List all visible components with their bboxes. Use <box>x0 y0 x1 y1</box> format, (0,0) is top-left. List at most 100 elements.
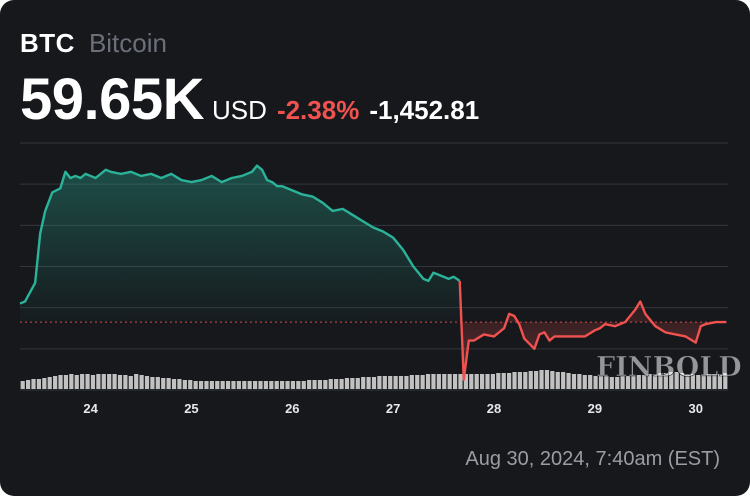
volume-bar <box>620 376 625 389</box>
volume-bar <box>550 371 555 389</box>
volume-bar <box>123 375 128 389</box>
volume-bar <box>344 378 350 389</box>
volume-bar <box>588 375 593 389</box>
volume-bar <box>301 381 306 389</box>
volume-bar <box>155 377 160 389</box>
volume-bar <box>134 374 139 389</box>
volume-bar <box>436 374 441 389</box>
up-area-fill <box>20 165 460 323</box>
watermark-logo: FINBOLD <box>596 352 742 383</box>
volume-bar <box>647 374 652 389</box>
volume-bar <box>544 370 550 389</box>
volume-bar <box>323 380 328 389</box>
volume-bar <box>107 374 112 389</box>
volume-bar <box>452 374 458 389</box>
x-tick-label: 28 <box>487 401 501 416</box>
volume-bar <box>69 374 74 389</box>
volume-bar <box>447 374 452 389</box>
volume-bar <box>144 376 150 389</box>
x-tick-label: 24 <box>83 401 98 416</box>
volume-bar <box>161 378 166 389</box>
volume-bar <box>317 380 323 389</box>
volume-bar <box>690 374 695 389</box>
volume-bar <box>42 378 47 389</box>
volume-bar <box>242 381 247 389</box>
volume-bar <box>561 372 566 389</box>
x-tick-label: 26 <box>285 401 299 416</box>
volume-bar <box>615 377 620 389</box>
volume-bar <box>463 374 468 389</box>
volume-bar <box>566 373 571 389</box>
volume-bar <box>220 381 225 389</box>
volume-bar <box>231 381 236 389</box>
volume-bar <box>398 376 404 389</box>
volume-bar <box>717 374 722 389</box>
volume-bar <box>425 374 431 389</box>
volume-bar <box>225 381 231 389</box>
volume-bar <box>188 380 193 389</box>
volume-bar <box>442 374 447 389</box>
volume-bar <box>420 375 425 389</box>
volume-bar <box>674 372 679 389</box>
volume-bar <box>696 375 701 389</box>
volume-bar <box>328 379 333 389</box>
volume-bar <box>307 380 312 389</box>
currency-label: USD <box>212 95 267 125</box>
volume-bar <box>593 376 598 389</box>
volume-bar <box>490 374 496 389</box>
volume-bar <box>90 375 96 389</box>
volume-bar <box>198 381 204 389</box>
volume-bar <box>523 372 528 389</box>
volume-bar <box>636 375 641 389</box>
volume-bar <box>604 376 609 389</box>
current-price: 59.65K <box>20 67 205 132</box>
volume-bar <box>539 370 544 389</box>
volume-bar <box>290 381 296 389</box>
volume-bar <box>507 373 512 389</box>
volume-bar <box>361 377 366 389</box>
volume-bar <box>150 377 155 389</box>
volume-bar <box>85 374 90 389</box>
volume-bar <box>479 374 485 389</box>
x-tick-label: 27 <box>386 401 400 416</box>
price-row: 59.65K USD -2.38% -1,452.81 <box>20 66 479 133</box>
volume-bar <box>517 372 523 389</box>
volume-bar <box>409 375 414 389</box>
volume-bar <box>112 374 117 389</box>
volume-bar <box>501 373 506 389</box>
volume-bar <box>312 380 317 389</box>
volume-bar <box>339 379 344 389</box>
volume-bar <box>215 381 220 389</box>
volume-bar <box>609 377 614 389</box>
volume-bar <box>723 373 728 389</box>
volume-bar <box>458 374 463 389</box>
volume-bar <box>371 377 377 389</box>
volume-bar <box>701 375 706 389</box>
price-line-up <box>19 164 461 305</box>
volume-bar <box>252 381 258 389</box>
volume-bar <box>128 376 133 389</box>
volume-bar <box>334 379 339 389</box>
volume-bar <box>171 379 177 389</box>
volume-bar <box>474 374 479 389</box>
volume-bar <box>658 373 663 389</box>
volume-bar <box>247 381 252 389</box>
volume-bar <box>642 375 647 389</box>
volume-bar <box>280 381 285 389</box>
asset-symbol: BTC <box>20 28 75 58</box>
volume-bar <box>631 376 636 389</box>
volume-bar <box>117 375 123 389</box>
volume-bar <box>555 372 560 389</box>
volume-bar <box>63 375 69 389</box>
volume-bar <box>139 375 144 389</box>
volume-bar <box>652 374 658 389</box>
volume-bar <box>706 374 712 389</box>
volume-bar <box>415 375 420 389</box>
volume-bar <box>377 376 382 389</box>
volume-bar <box>193 381 198 389</box>
volume-bar <box>388 376 393 389</box>
volume-bar <box>258 381 263 389</box>
volume-bar <box>679 373 685 389</box>
volume-bar <box>53 376 58 389</box>
